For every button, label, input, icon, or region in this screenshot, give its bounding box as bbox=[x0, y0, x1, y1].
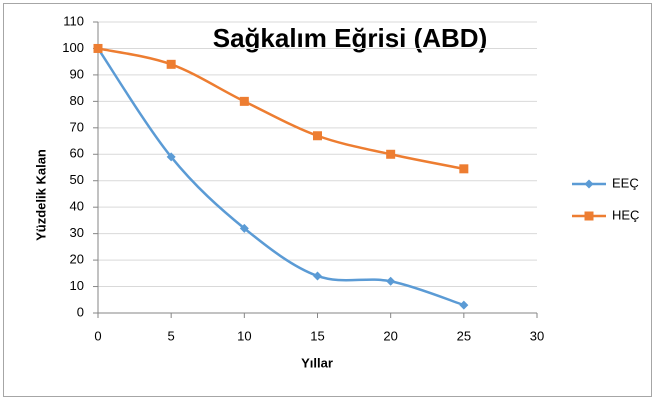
x-tick-label: 15 bbox=[310, 328, 324, 343]
y-tick-label: 110 bbox=[63, 13, 84, 28]
marker bbox=[313, 131, 322, 141]
x-tick-label: 10 bbox=[237, 328, 251, 343]
legend-label: EEÇ bbox=[612, 175, 639, 190]
marker bbox=[239, 96, 249, 106]
y-tick-label: 30 bbox=[70, 225, 84, 240]
y-tick-label: 90 bbox=[70, 66, 84, 81]
x-tick-label: 30 bbox=[530, 328, 544, 343]
x-tick-label: 5 bbox=[168, 328, 175, 343]
y-axis-label: Yüzdelik Kalan bbox=[33, 149, 48, 241]
y-tick-label: 0 bbox=[77, 304, 84, 319]
y-tick-label: 80 bbox=[70, 93, 84, 108]
marker bbox=[313, 271, 322, 281]
y-tick-label: 20 bbox=[70, 252, 84, 267]
marker bbox=[166, 59, 176, 69]
legend-label: HEÇ bbox=[612, 207, 639, 222]
x-tick-label: 20 bbox=[383, 328, 397, 343]
x-axis-label: Yıllar bbox=[301, 355, 333, 370]
y-tick-label: 10 bbox=[70, 278, 84, 293]
y-tick-label: 50 bbox=[70, 172, 84, 187]
chart-title: Sağkalım Eğrisi (ABD) bbox=[213, 23, 488, 53]
y-tick-label: 60 bbox=[70, 146, 84, 161]
marker bbox=[93, 43, 103, 53]
marker bbox=[459, 164, 469, 174]
y-tick-label: 70 bbox=[70, 119, 84, 134]
legend-marker bbox=[584, 179, 594, 189]
marker bbox=[459, 300, 469, 310]
marker bbox=[166, 152, 176, 162]
marker bbox=[386, 276, 396, 286]
x-tick-label: 0 bbox=[94, 328, 101, 343]
x-tick-label: 25 bbox=[457, 328, 471, 343]
legend-marker bbox=[584, 211, 594, 221]
marker bbox=[239, 223, 249, 233]
marker bbox=[386, 149, 396, 159]
y-tick-label: 40 bbox=[70, 199, 84, 214]
y-tick-label: 100 bbox=[62, 40, 84, 55]
